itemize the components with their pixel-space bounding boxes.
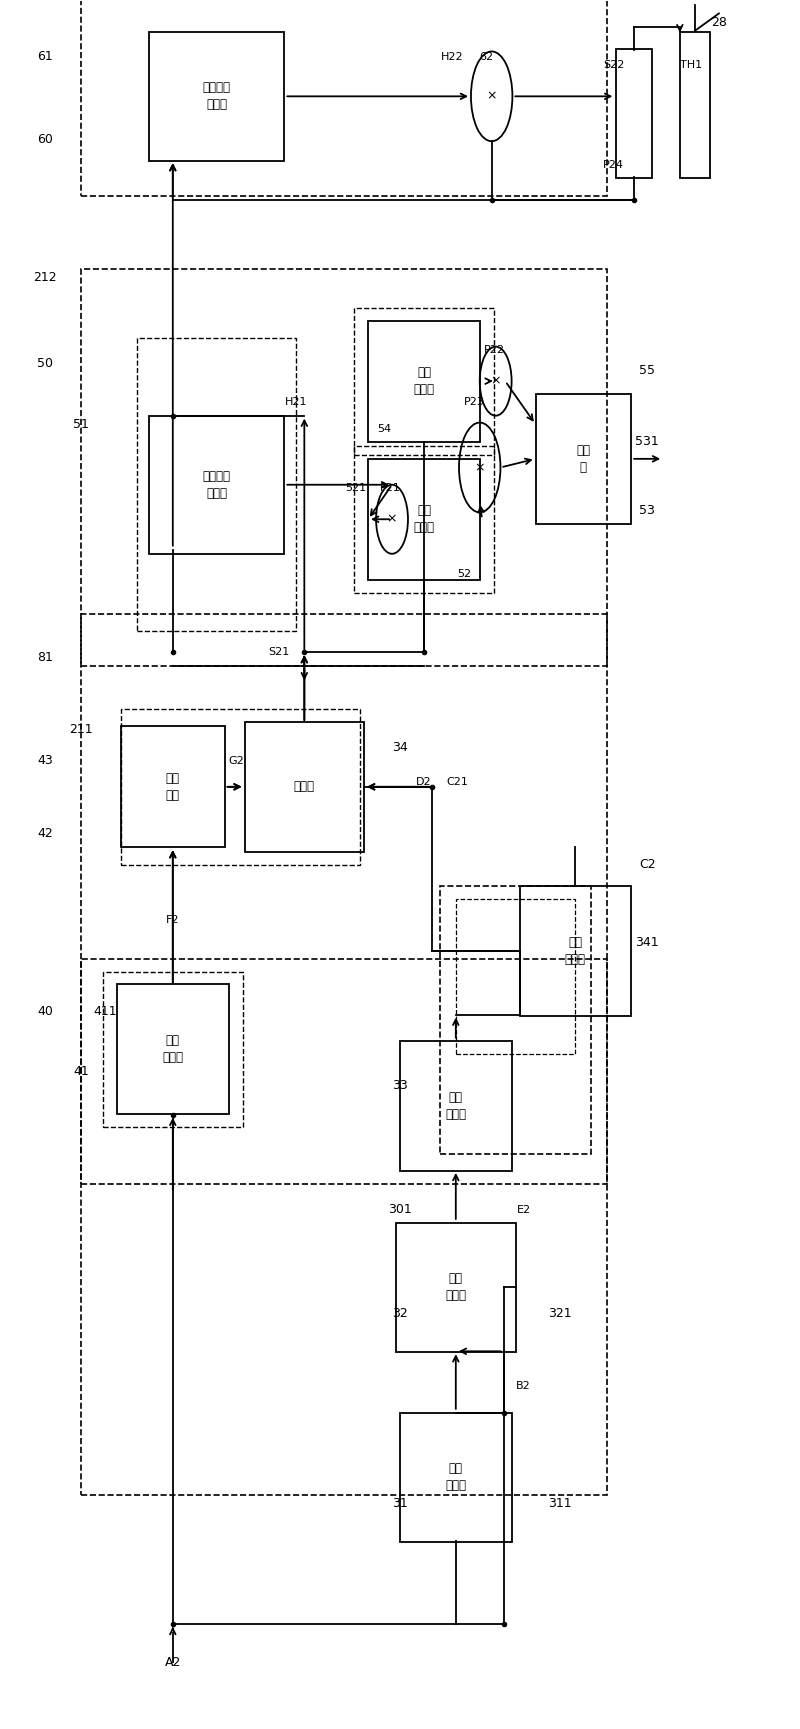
Text: P24: P24 [603,161,624,171]
Text: G2: G2 [229,756,245,766]
Text: A2: A2 [165,1655,181,1668]
Text: 411: 411 [94,1005,117,1018]
Bar [354,446,494,593]
Text: H21: H21 [285,398,308,406]
Text: 55: 55 [639,365,655,377]
Bar [81,960,607,1494]
Text: 混合
器: 混合 器 [576,444,590,474]
Text: P21: P21 [380,482,401,493]
Bar [149,31,285,161]
Text: ×: × [386,514,398,526]
Text: 321: 321 [548,1307,571,1319]
Bar [616,48,651,178]
Text: E2: E2 [517,1205,530,1215]
Text: B2: B2 [516,1381,531,1390]
Text: ×: × [486,90,497,102]
Text: 31: 31 [392,1497,408,1509]
Bar [81,270,607,666]
Text: F2: F2 [166,915,179,925]
Text: C2: C2 [639,858,655,871]
Text: 前置
放大器: 前置 放大器 [446,1273,466,1302]
Bar [103,972,242,1127]
Bar [400,1041,512,1171]
Bar [400,1413,512,1542]
Text: P22: P22 [483,346,505,354]
Text: 32: 32 [392,1307,408,1319]
Text: 28: 28 [711,16,727,29]
Bar [137,337,296,631]
Text: 41: 41 [74,1065,89,1079]
Bar [149,415,285,553]
Bar [81,0,607,195]
Bar [396,1222,515,1352]
Bar [368,458,480,579]
Bar [121,709,360,864]
Text: 高通
滤波器: 高通 滤波器 [162,1034,183,1065]
Text: TH1: TH1 [680,61,702,71]
Text: 低通
滤波器: 低通 滤波器 [414,505,434,534]
Bar [245,723,364,852]
Text: ×: × [474,462,485,474]
Bar [117,984,229,1113]
Text: 43: 43 [38,754,53,768]
Bar [368,322,480,441]
Text: 42: 42 [38,826,53,840]
Text: S22: S22 [603,61,624,71]
Text: ×: × [490,375,501,387]
Text: 33: 33 [392,1079,408,1093]
Bar [519,885,631,1015]
Text: 50: 50 [38,358,54,370]
Bar [680,31,710,178]
Text: 34: 34 [392,740,408,754]
Text: 61: 61 [38,50,53,64]
Text: D2: D2 [416,776,432,787]
Text: 带通
滤波器: 带通 滤波器 [565,935,586,967]
Bar [535,394,631,524]
Bar [456,899,575,1055]
Text: 531: 531 [635,436,659,448]
Text: 压缩增量
计算器: 压缩增量 计算器 [202,81,230,111]
Bar [440,885,591,1153]
Text: 延迟
单元: 延迟 单元 [166,771,180,802]
Text: 341: 341 [635,935,659,949]
Bar [121,726,225,847]
Text: 301: 301 [388,1203,412,1215]
Text: 60: 60 [38,133,53,145]
Text: C21: C21 [446,776,468,787]
Text: 压缩增量
计算器: 压缩增量 计算器 [202,470,230,500]
Text: 低通
滤波器: 低通 滤波器 [446,1463,466,1492]
Text: S21: S21 [268,647,290,657]
Bar [354,308,494,455]
Bar [81,614,607,1184]
Text: 211: 211 [70,723,93,737]
Text: 加法器: 加法器 [294,780,315,794]
Text: 54: 54 [377,425,391,434]
Text: P23: P23 [464,398,485,406]
Text: 51: 51 [73,418,89,431]
Text: 谐波
产生器: 谐波 产生器 [446,1091,466,1120]
Text: 52: 52 [457,569,471,579]
Text: 53: 53 [639,505,655,517]
Text: 212: 212 [34,271,57,284]
Text: 高通
滤波器: 高通 滤波器 [414,367,434,396]
Text: 311: 311 [548,1497,571,1509]
Text: 62: 62 [479,52,493,62]
Text: 40: 40 [38,1005,53,1018]
Text: H22: H22 [441,52,463,62]
Text: 81: 81 [38,650,53,664]
Text: 521: 521 [346,482,366,493]
